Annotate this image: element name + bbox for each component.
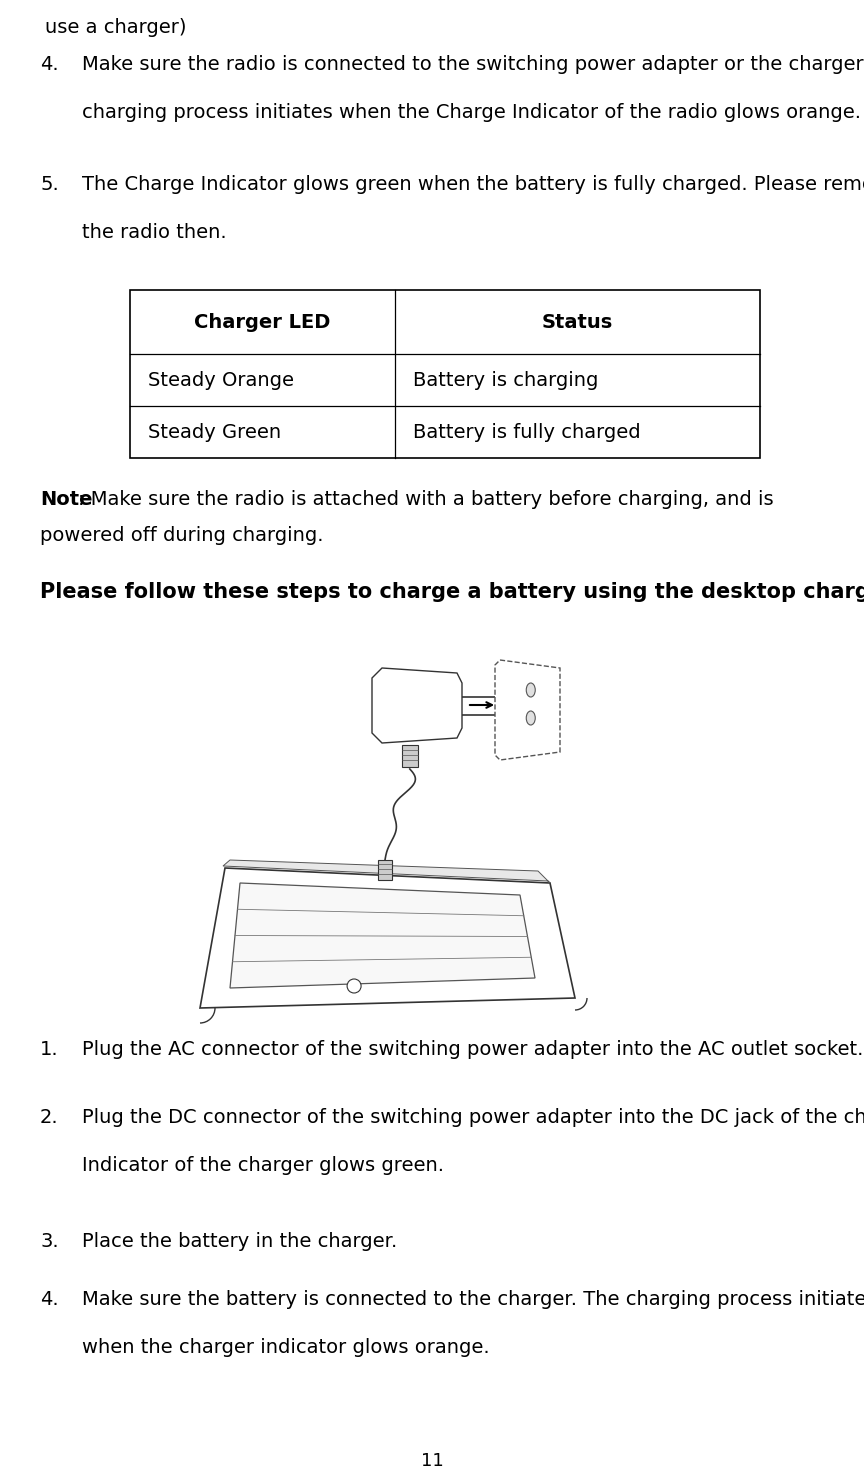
Text: Please follow these steps to charge a battery using the desktop charger:: Please follow these steps to charge a ba… xyxy=(40,582,864,602)
Text: charging process initiates when the Charge Indicator of the radio glows orange.: charging process initiates when the Char… xyxy=(82,104,861,121)
Circle shape xyxy=(347,978,361,993)
Text: Steady Orange: Steady Orange xyxy=(148,370,294,389)
Ellipse shape xyxy=(526,710,536,725)
Text: Status: Status xyxy=(542,312,613,332)
Text: Make sure the battery is connected to the charger. The charging process initiate: Make sure the battery is connected to th… xyxy=(82,1291,864,1308)
Text: when the charger indicator glows orange.: when the charger indicator glows orange. xyxy=(82,1338,490,1357)
Polygon shape xyxy=(230,884,535,989)
Text: Note: Note xyxy=(40,490,92,509)
Text: 5.: 5. xyxy=(40,175,59,194)
Text: 1.: 1. xyxy=(40,1040,59,1060)
Text: 4.: 4. xyxy=(40,55,59,74)
Text: Battery is fully charged: Battery is fully charged xyxy=(413,422,640,441)
Text: use a charger): use a charger) xyxy=(45,18,187,37)
Text: : Make sure the radio is attached with a battery before charging, and is: : Make sure the radio is attached with a… xyxy=(78,490,773,509)
Polygon shape xyxy=(200,867,575,1008)
Text: Indicator of the charger glows green.: Indicator of the charger glows green. xyxy=(82,1156,444,1175)
Ellipse shape xyxy=(526,682,536,697)
Bar xyxy=(378,860,392,881)
Text: Make sure the radio is connected to the switching power adapter or the charger. : Make sure the radio is connected to the … xyxy=(82,55,864,74)
Text: powered off during charging.: powered off during charging. xyxy=(40,525,323,545)
Bar xyxy=(130,290,760,457)
Text: Place the battery in the charger.: Place the battery in the charger. xyxy=(82,1231,397,1251)
Text: 11: 11 xyxy=(421,1452,443,1470)
Polygon shape xyxy=(372,667,462,743)
Polygon shape xyxy=(223,860,550,884)
Text: Steady Green: Steady Green xyxy=(148,422,281,441)
Text: Battery is charging: Battery is charging xyxy=(413,370,599,389)
Text: Plug the DC connector of the switching power adapter into the DC jack of the cha: Plug the DC connector of the switching p… xyxy=(82,1109,864,1126)
Text: the radio then.: the radio then. xyxy=(82,223,226,243)
Polygon shape xyxy=(495,660,560,761)
Text: Charger LED: Charger LED xyxy=(194,312,331,332)
Text: Plug the AC connector of the switching power adapter into the AC outlet socket.: Plug the AC connector of the switching p… xyxy=(82,1040,863,1060)
Text: 2.: 2. xyxy=(40,1109,59,1126)
Text: 3.: 3. xyxy=(40,1231,59,1251)
Text: 4.: 4. xyxy=(40,1291,59,1308)
Bar xyxy=(402,744,418,767)
Text: The Charge Indicator glows green when the battery is fully charged. Please remov: The Charge Indicator glows green when th… xyxy=(82,175,864,194)
